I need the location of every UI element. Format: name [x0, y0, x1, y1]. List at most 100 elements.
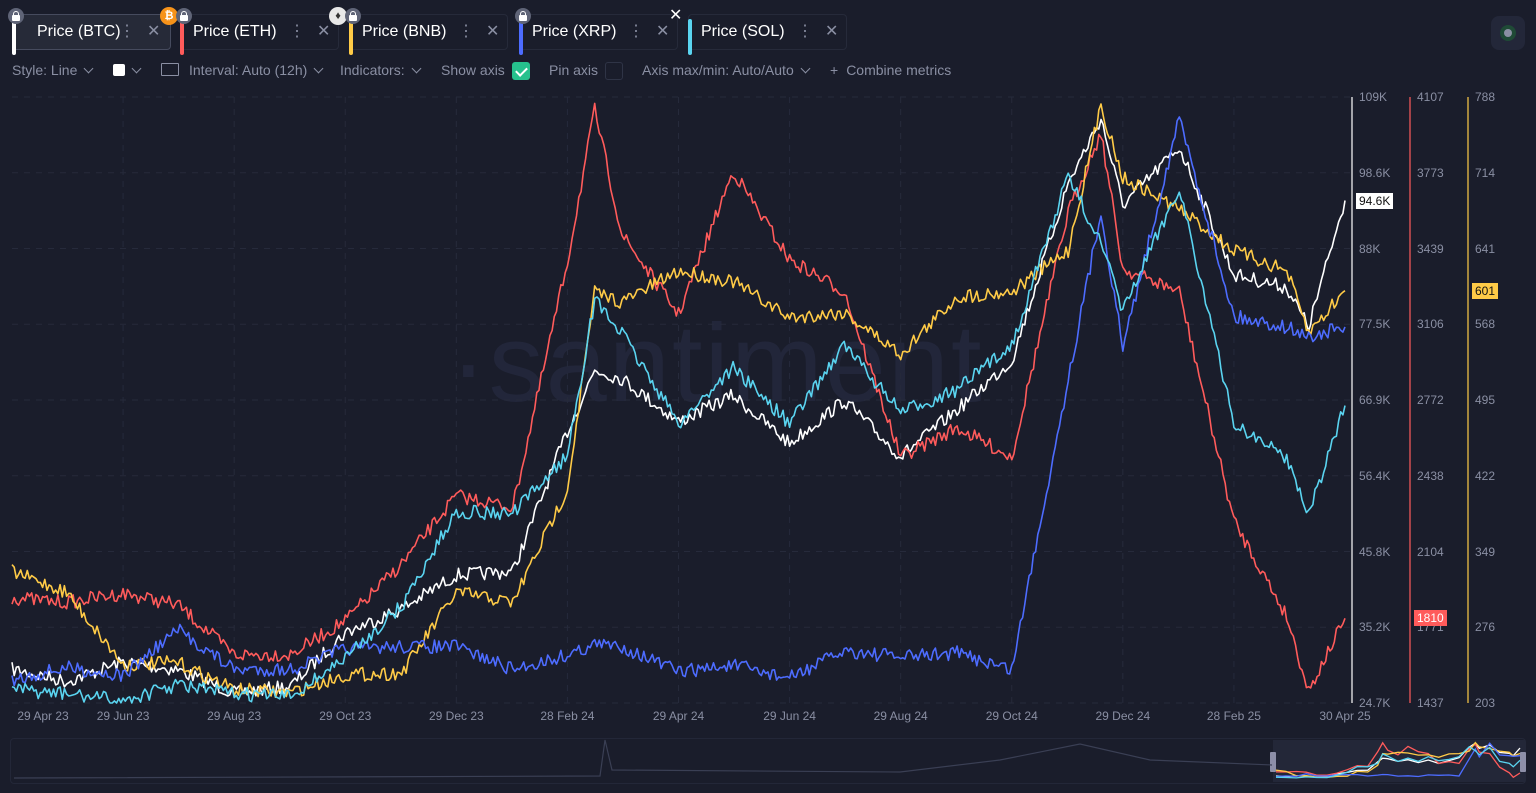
- y-tick-label: 66.9K: [1359, 393, 1391, 407]
- pin-axis-checkbox[interactable]: [605, 62, 623, 80]
- remove-tab-icon[interactable]: ✕: [669, 7, 683, 24]
- close-icon[interactable]: ✕: [656, 23, 670, 40]
- lock-icon[interactable]: [345, 8, 361, 24]
- combine-metrics-button[interactable]: + Combine metrics: [830, 62, 951, 78]
- tab-label: Price (SOL): [701, 23, 785, 40]
- ethereum-icon: ♦: [329, 7, 347, 25]
- bitcoin-icon: ₿: [160, 7, 178, 25]
- y-tick-label: 3773: [1417, 165, 1444, 180]
- x-tick-label: 29 Aug 24: [873, 709, 928, 723]
- lock-icon[interactable]: [8, 8, 24, 24]
- tab-label: Price (BNB): [362, 23, 447, 40]
- y-tick-label: 349: [1475, 544, 1496, 559]
- more-options-icon[interactable]: ⋮: [289, 23, 305, 40]
- y-tick-label: 24.7K: [1359, 696, 1391, 710]
- status-dot-icon: [1504, 29, 1512, 37]
- more-options-icon[interactable]: ⋮: [797, 23, 813, 40]
- x-tick-label: 29 Jun 23: [96, 709, 150, 723]
- navigator-series-line: [1275, 741, 1521, 779]
- current-value-badge: 601: [1472, 282, 1499, 299]
- navigator-series-line: [1275, 745, 1521, 779]
- more-options-icon[interactable]: ⋮: [119, 23, 135, 40]
- metric-tabs: Price (BTC) ⋮ ✕ ₿ Price (ETH) ⋮ ✕ ♦ Pric…: [0, 0, 1536, 55]
- y-tick-label: 3439: [1417, 241, 1444, 256]
- combine-metrics-label: Combine metrics: [846, 62, 952, 78]
- y-tick-label: 641: [1475, 241, 1496, 256]
- x-tick-label: 29 Oct 24: [985, 709, 1038, 723]
- y-tick-label: 2438: [1417, 468, 1444, 483]
- close-icon[interactable]: ✕: [486, 23, 500, 40]
- x-tick-label: 29 Aug 23: [207, 709, 262, 723]
- y-tick-label: 2104: [1417, 544, 1444, 559]
- y-tick-label: 35.2K: [1359, 620, 1391, 635]
- y-tick-label: 203: [1475, 696, 1496, 710]
- navigator-left-handle[interactable]: [1270, 752, 1276, 772]
- indicators-dropdown[interactable]: Indicators:: [340, 62, 422, 78]
- x-tick-label: 28 Feb 24: [540, 709, 595, 723]
- lock-icon[interactable]: [176, 8, 192, 24]
- x-tick-label: 29 Oct 23: [319, 709, 372, 723]
- status-indicator[interactable]: [1491, 16, 1525, 50]
- more-options-icon[interactable]: ⋮: [628, 23, 644, 40]
- axis-maxmin-label: Axis max/min: Auto/Auto: [642, 62, 794, 78]
- y-tick-label: 276: [1475, 620, 1496, 635]
- x-tick-label: 29 Dec 23: [428, 709, 484, 723]
- navigator-history-line: [13, 739, 1273, 779]
- y-tick-label: 88K: [1359, 241, 1381, 256]
- tab-price-sol[interactable]: Price (SOL) ⋮ ✕: [688, 14, 847, 55]
- y-tick-label: 3106: [1417, 317, 1444, 332]
- style-label: Style: Line: [12, 62, 78, 78]
- series-color-bar: [519, 19, 523, 55]
- x-tick-label: 29 Apr 23: [17, 709, 69, 723]
- show-axis-checkbox[interactable]: [512, 62, 530, 80]
- x-tick-label: 30 Apr 25: [1319, 709, 1371, 723]
- pin-axis-label: Pin axis: [549, 62, 599, 78]
- y-tick-label: 98.6K: [1359, 165, 1391, 180]
- x-tick-label: 29 Dec 24: [1095, 709, 1151, 723]
- series-color-bar: [12, 19, 16, 55]
- series-color-bar: [180, 19, 184, 55]
- tab-price-bnb[interactable]: Price (BNB) ⋮ ✕: [349, 14, 508, 55]
- y-tick-label: 77.5K: [1359, 317, 1391, 332]
- y-tick-label: 109K: [1359, 90, 1388, 104]
- tab-price-btc[interactable]: Price (BTC) ⋮ ✕: [12, 14, 171, 55]
- navigator-series-line: [1275, 742, 1521, 779]
- series-line-price-sol: [11, 172, 1346, 704]
- series-line-price-xrp: [11, 116, 1346, 687]
- color-picker[interactable]: [113, 62, 142, 78]
- plus-icon: +: [830, 62, 839, 78]
- tab-price-eth[interactable]: Price (ETH) ⋮ ✕: [180, 14, 339, 55]
- y-tick-label: 495: [1475, 393, 1496, 407]
- show-axis-label: Show axis: [441, 62, 505, 78]
- series-color-bar: [688, 19, 692, 55]
- interval-label: Interval: Auto (12h): [189, 62, 308, 78]
- tab-label: Price (ETH): [193, 23, 277, 40]
- y-tick-label: 2772: [1417, 393, 1444, 407]
- y-tick-label: 1437: [1417, 696, 1444, 710]
- y-tick-label: 422: [1475, 468, 1496, 483]
- tab-price-xrp[interactable]: Price (XRP) ⋮ ✕: [519, 14, 678, 55]
- more-options-icon[interactable]: ⋮: [458, 23, 474, 40]
- current-value-badge: 1810: [1414, 610, 1447, 627]
- current-value-badge: 94.6K: [1356, 192, 1394, 209]
- close-icon[interactable]: ✕: [825, 23, 839, 40]
- color-swatch: [113, 64, 125, 76]
- y-tick-label: 714: [1475, 165, 1496, 180]
- navigator-right-handle[interactable]: [1520, 752, 1526, 772]
- style-dropdown[interactable]: Style: Line: [12, 62, 94, 78]
- close-icon[interactable]: ✕: [317, 23, 331, 40]
- x-tick-label: 28 Feb 25: [1206, 709, 1261, 723]
- axis-maxmin-dropdown[interactable]: Axis max/min: Auto/Auto: [642, 62, 811, 78]
- series-color-bar: [349, 19, 353, 55]
- y-tick-label: 4107: [1417, 90, 1444, 104]
- tab-label: Price (BTC): [37, 23, 121, 40]
- close-icon[interactable]: ✕: [147, 23, 161, 40]
- lock-icon[interactable]: [515, 8, 531, 24]
- y-tick-label: 56.4K: [1359, 468, 1391, 483]
- interval-dropdown[interactable]: Interval: Auto (12h): [161, 62, 324, 78]
- navigator-series-line: [1275, 741, 1521, 779]
- navigator-series-line: [1275, 742, 1521, 778]
- watermark: ·santiment: [450, 302, 984, 425]
